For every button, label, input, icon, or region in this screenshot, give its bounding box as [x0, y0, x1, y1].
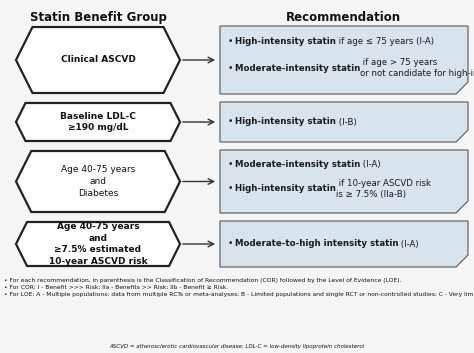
Text: • For COR: I - Benefit >>> Risk; IIa - Benefits >> Risk; IIb - Benefit ≥ Risk.: • For COR: I - Benefit >>> Risk; IIa - B… [4, 285, 228, 290]
Text: Moderate-intensity statin: Moderate-intensity statin [235, 64, 360, 73]
Text: •: • [228, 239, 233, 249]
Polygon shape [16, 103, 180, 141]
Text: •: • [228, 160, 233, 169]
Text: Baseline LDL-C
≥190 mg/dL: Baseline LDL-C ≥190 mg/dL [60, 112, 136, 132]
Text: (I-A): (I-A) [399, 239, 419, 249]
Text: if age > 75 years
or not candidate for high-intensity statin (IIa-B): if age > 75 years or not candidate for h… [360, 58, 474, 78]
Text: if age ≤ 75 years (I-A): if age ≤ 75 years (I-A) [336, 37, 434, 46]
Text: •: • [228, 184, 233, 193]
Text: High-intensity statin: High-intensity statin [235, 118, 336, 126]
Text: •: • [228, 64, 233, 73]
Text: High-intensity statin: High-intensity statin [235, 37, 336, 46]
Polygon shape [16, 151, 180, 212]
Text: •: • [228, 118, 233, 126]
Text: Clinical ASCVD: Clinical ASCVD [61, 55, 136, 65]
Text: Moderate-to-high intensity statin: Moderate-to-high intensity statin [235, 239, 399, 249]
Polygon shape [220, 26, 468, 94]
Text: if 10-year ASCVD risk
is ≥ 7.5% (IIa-B): if 10-year ASCVD risk is ≥ 7.5% (IIa-B) [336, 179, 431, 198]
Polygon shape [220, 150, 468, 213]
Text: Age 40-75 years
and
≥7.5% estimated
10-year ASCVD risk: Age 40-75 years and ≥7.5% estimated 10-y… [49, 222, 147, 266]
Text: ASCVD = atherosclerotic cardiovascular disease; LDL-C = low-density lipoprotein : ASCVD = atherosclerotic cardiovascular d… [109, 344, 365, 349]
Text: Age 40-75 years
and
Diabetes: Age 40-75 years and Diabetes [61, 165, 135, 198]
Polygon shape [220, 102, 468, 142]
Text: •: • [228, 37, 233, 46]
Text: (I-B): (I-B) [336, 118, 356, 126]
Text: (I-A): (I-A) [360, 160, 381, 169]
Text: Statin Benefit Group: Statin Benefit Group [29, 11, 166, 24]
Text: • For each recommendation, in parenthesis is the Classification of Recommendatio: • For each recommendation, in parenthesi… [4, 278, 401, 283]
Text: High-intensity statin: High-intensity statin [235, 184, 336, 193]
Text: Recommendation: Recommendation [285, 11, 401, 24]
Polygon shape [16, 222, 180, 266]
Polygon shape [16, 27, 180, 93]
Text: • For LOE: A - Multiple populations; data from multiple RCTs or meta-analyses; B: • For LOE: A - Multiple populations; dat… [4, 292, 474, 297]
Polygon shape [220, 221, 468, 267]
Text: Moderate-intensity statin: Moderate-intensity statin [235, 160, 360, 169]
